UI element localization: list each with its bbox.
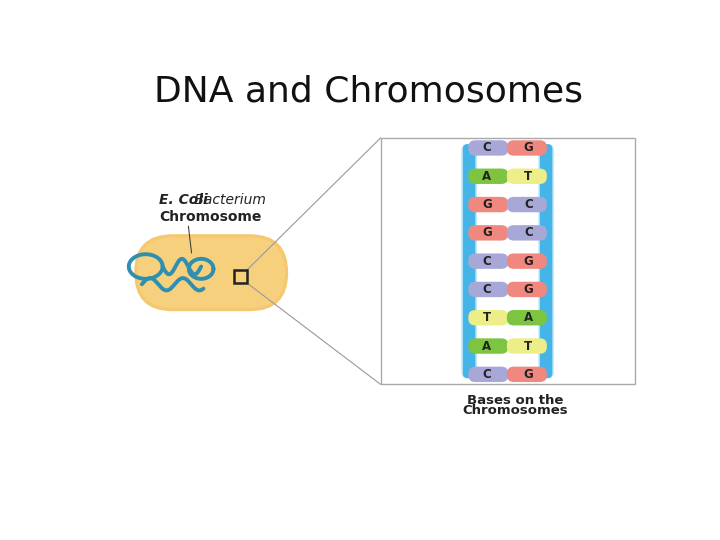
- Text: T: T: [482, 311, 491, 324]
- FancyBboxPatch shape: [463, 144, 475, 378]
- Text: G: G: [523, 141, 534, 154]
- FancyBboxPatch shape: [507, 310, 547, 326]
- Text: C: C: [482, 368, 491, 381]
- FancyBboxPatch shape: [540, 144, 552, 378]
- Text: DNA and Chromosomes: DNA and Chromosomes: [155, 75, 583, 109]
- Bar: [234, 271, 246, 283]
- Text: G: G: [523, 368, 534, 381]
- Text: C: C: [524, 226, 533, 239]
- Text: T: T: [524, 340, 533, 353]
- FancyBboxPatch shape: [507, 225, 547, 240]
- FancyBboxPatch shape: [468, 140, 508, 156]
- Text: E. Coli: E. Coli: [159, 193, 207, 207]
- Text: A: A: [482, 170, 491, 183]
- FancyBboxPatch shape: [134, 234, 288, 311]
- Text: Bases on the: Bases on the: [467, 394, 564, 407]
- FancyBboxPatch shape: [468, 197, 508, 212]
- FancyBboxPatch shape: [507, 197, 547, 212]
- FancyBboxPatch shape: [468, 253, 508, 269]
- FancyBboxPatch shape: [468, 225, 508, 240]
- Bar: [381, 138, 634, 384]
- FancyBboxPatch shape: [507, 140, 547, 156]
- Text: C: C: [482, 141, 491, 154]
- FancyBboxPatch shape: [138, 237, 285, 308]
- Text: G: G: [482, 198, 492, 211]
- Text: Chromosome: Chromosome: [159, 210, 261, 224]
- FancyBboxPatch shape: [468, 310, 508, 326]
- Text: Bacterium: Bacterium: [189, 193, 266, 207]
- FancyBboxPatch shape: [468, 339, 508, 354]
- Text: T: T: [524, 170, 533, 183]
- Text: C: C: [524, 198, 533, 211]
- FancyBboxPatch shape: [507, 168, 547, 184]
- FancyBboxPatch shape: [507, 367, 547, 382]
- FancyBboxPatch shape: [507, 253, 547, 269]
- FancyBboxPatch shape: [468, 367, 508, 382]
- Text: G: G: [523, 255, 534, 268]
- FancyBboxPatch shape: [468, 168, 508, 184]
- Text: C: C: [482, 283, 491, 296]
- Text: Chromosomes: Chromosomes: [462, 404, 568, 417]
- FancyBboxPatch shape: [462, 144, 477, 378]
- Text: C: C: [482, 255, 491, 268]
- FancyBboxPatch shape: [468, 282, 508, 297]
- Text: G: G: [482, 226, 492, 239]
- Text: A: A: [524, 311, 533, 324]
- FancyBboxPatch shape: [507, 339, 547, 354]
- FancyBboxPatch shape: [539, 144, 554, 378]
- FancyBboxPatch shape: [507, 282, 547, 297]
- Text: G: G: [523, 283, 534, 296]
- Text: A: A: [482, 340, 491, 353]
